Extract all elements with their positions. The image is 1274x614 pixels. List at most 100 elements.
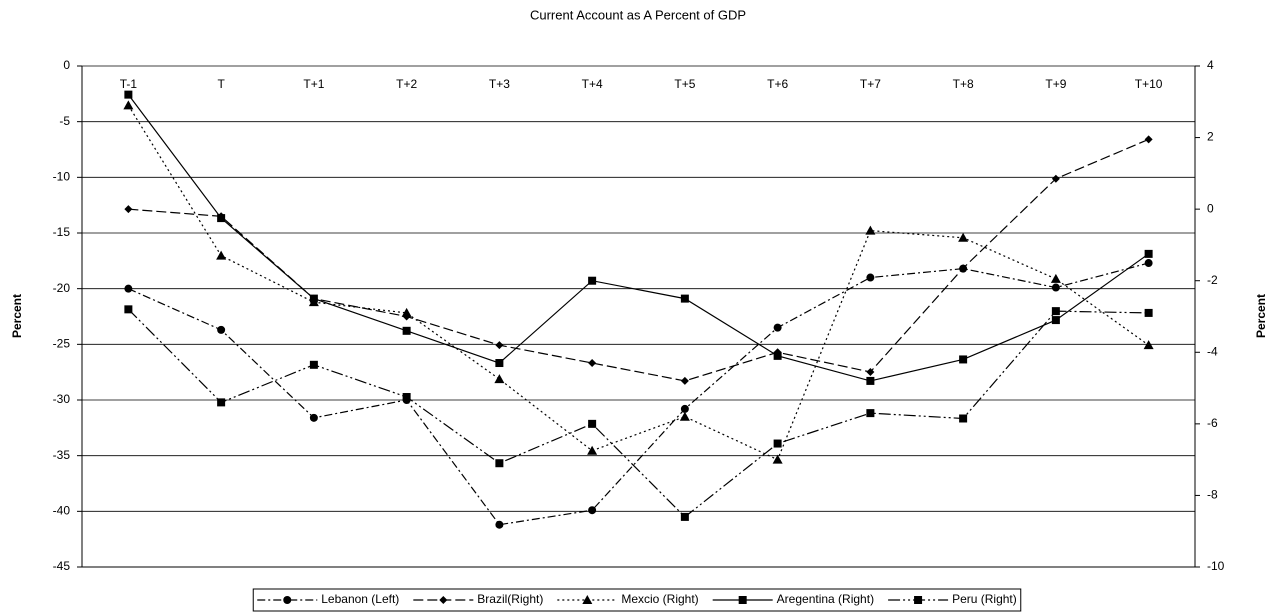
marker	[216, 250, 227, 260]
legend-box	[252, 588, 1022, 612]
y-tick-label: 0	[63, 58, 70, 72]
marker	[124, 90, 133, 99]
x-tick-label: T+8	[953, 77, 974, 91]
marker	[494, 374, 505, 384]
x-tick-label: T+9	[1045, 77, 1066, 91]
marker	[772, 454, 783, 464]
marker	[217, 398, 226, 407]
y2-tick-label: -10	[1207, 559, 1225, 573]
legend-item: Peru (Right)	[888, 592, 1017, 606]
marker	[401, 307, 412, 317]
marker	[124, 284, 133, 293]
y2-tick-label: -6	[1207, 416, 1218, 430]
marker	[1051, 316, 1060, 325]
y-tick-label: -35	[53, 448, 71, 462]
marker	[588, 419, 597, 428]
x-tick-label: T+1	[303, 77, 324, 91]
y-tick-label: -40	[53, 504, 71, 518]
marker	[914, 596, 923, 604]
marker	[402, 393, 411, 402]
marker	[309, 360, 318, 369]
y-tick-label: -20	[53, 281, 71, 295]
legend-item: Lebanon (Left)	[257, 592, 399, 606]
marker	[495, 520, 504, 529]
marker	[1050, 273, 1061, 283]
marker	[402, 326, 411, 335]
marker	[1051, 307, 1060, 316]
marker	[587, 445, 598, 455]
marker	[588, 276, 597, 285]
marker	[680, 512, 689, 521]
legend-item: Brazil(Right)	[413, 592, 543, 606]
y2-tick-label: -8	[1207, 488, 1218, 502]
y-tick-label: -10	[53, 170, 71, 184]
marker	[866, 409, 875, 418]
y2-tick-label: 2	[1207, 130, 1214, 144]
y-tick-label: -30	[53, 392, 71, 406]
y-axis-title: Percent	[10, 294, 24, 338]
legend-label: Mexcio (Right)	[621, 592, 698, 606]
marker	[582, 595, 593, 604]
series-line	[127, 308, 1149, 518]
marker	[773, 439, 782, 448]
marker	[1144, 308, 1153, 317]
marker	[679, 411, 690, 421]
marker	[959, 355, 968, 364]
series-line	[127, 94, 1149, 382]
x-tick-label: T+7	[860, 77, 881, 91]
x-tick-label: T+5	[674, 77, 695, 91]
series-line	[128, 262, 1149, 526]
marker	[124, 305, 133, 314]
marker	[124, 205, 133, 214]
marker	[495, 459, 504, 468]
marker	[217, 325, 226, 334]
marker	[680, 294, 689, 303]
y-tick-label: -5	[59, 114, 70, 128]
x-tick-label: T+2	[396, 77, 417, 91]
marker	[439, 596, 448, 604]
x-tick-label: T+10	[1135, 77, 1163, 91]
marker	[1144, 135, 1153, 144]
marker	[1051, 283, 1060, 292]
marker	[1144, 259, 1153, 268]
marker	[309, 413, 318, 422]
series-line	[127, 105, 1149, 461]
marker	[495, 341, 504, 350]
marker	[866, 273, 875, 282]
x-tick-label: T+3	[489, 77, 510, 91]
marker	[959, 414, 968, 423]
x-tick-label: T-1	[120, 77, 138, 91]
y2-tick-label: -2	[1207, 273, 1218, 287]
y2-tick-label: 4	[1207, 58, 1214, 72]
marker	[588, 359, 597, 368]
marker	[865, 225, 876, 235]
marker	[217, 214, 226, 223]
marker	[1144, 249, 1153, 258]
marker	[773, 323, 782, 332]
marker	[866, 376, 875, 385]
marker	[773, 351, 782, 360]
marker	[588, 506, 597, 515]
x-tick-label: T+4	[582, 77, 603, 91]
y2-tick-label: 0	[1207, 201, 1214, 215]
marker	[1051, 174, 1060, 183]
marker	[495, 359, 504, 368]
legend-label: Peru (Right)	[952, 592, 1017, 606]
x-tick-label: T	[217, 77, 225, 91]
legend-label: Aregentina (Right)	[777, 592, 874, 606]
y2-axis-title: Percent	[1254, 294, 1268, 338]
legend-label: Brazil(Right)	[477, 592, 543, 606]
legend-item: Aregentina (Right)	[712, 592, 874, 606]
marker	[680, 404, 689, 413]
marker	[738, 596, 747, 604]
marker	[283, 596, 292, 604]
marker	[1143, 340, 1154, 350]
legend-label: Lebanon (Left)	[321, 592, 399, 606]
y-tick-label: -45	[53, 559, 71, 573]
y-tick-label: -15	[53, 225, 71, 239]
y2-tick-label: -4	[1207, 344, 1218, 358]
legend-item: Mexcio (Right)	[557, 592, 699, 606]
chart-title: Current Account as A Percent of GDP	[530, 7, 746, 22]
marker	[680, 376, 689, 385]
